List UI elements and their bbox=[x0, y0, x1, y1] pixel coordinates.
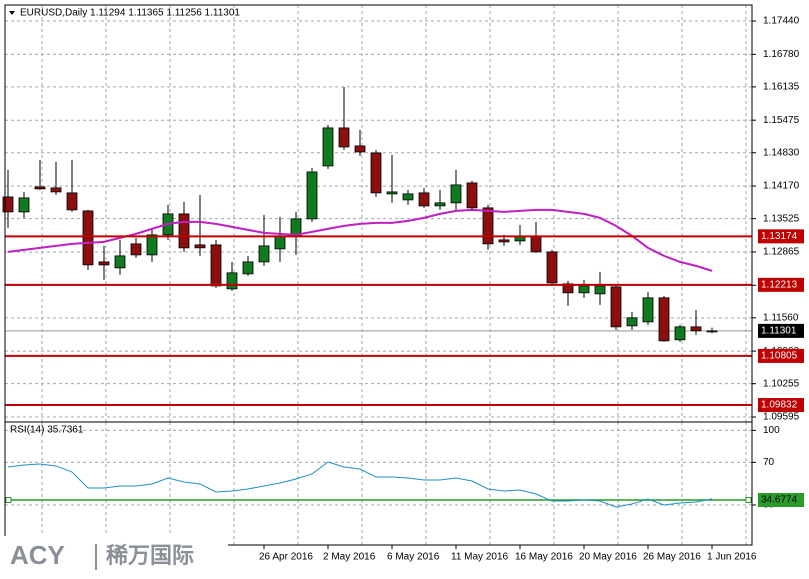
candle-body bbox=[386, 191, 398, 195]
x-tick-label: 11 May 2016 bbox=[451, 552, 509, 563]
candle-body bbox=[706, 330, 718, 333]
candle-body bbox=[2, 196, 14, 213]
level-label: 1.12213 bbox=[761, 279, 798, 290]
current-price-bg bbox=[758, 323, 804, 338]
watermark: ACY 稀万国际 bbox=[0, 536, 228, 579]
plot-frame bbox=[4, 4, 753, 546]
level-label: 1.10805 bbox=[761, 351, 798, 362]
level-label-bg bbox=[758, 229, 804, 244]
level-label-bg bbox=[758, 398, 804, 413]
y-tick-label: 1.16135 bbox=[763, 82, 800, 93]
candle-body bbox=[178, 213, 190, 249]
candle-body bbox=[658, 297, 670, 342]
candle-body bbox=[18, 197, 30, 213]
y-tick-label: 1.17440 bbox=[763, 16, 800, 27]
rsi-level-label: 34.6774 bbox=[761, 495, 798, 506]
candle-body bbox=[322, 127, 334, 167]
candle-body bbox=[50, 187, 62, 193]
candle-body bbox=[82, 210, 94, 266]
x-tick-label: 1 Jun 2016 bbox=[707, 552, 757, 563]
rsi-line bbox=[7, 461, 713, 508]
rsi-tick-label: 100 bbox=[763, 425, 780, 436]
menu-arrow[interactable] bbox=[9, 11, 15, 15]
candle-body bbox=[578, 285, 590, 294]
candle-body bbox=[498, 239, 510, 243]
x-tick-label: 6 May 2016 bbox=[387, 552, 440, 563]
candle-body bbox=[466, 182, 478, 209]
candle-body bbox=[610, 286, 622, 328]
candle-body bbox=[482, 207, 494, 245]
rsi-level-marker bbox=[5, 497, 12, 504]
candle-body bbox=[274, 235, 286, 250]
candle-body bbox=[66, 192, 78, 211]
y-tick-label: 1.15475 bbox=[763, 115, 800, 126]
candle-body bbox=[450, 184, 462, 204]
candle-body bbox=[258, 245, 270, 263]
candle-body bbox=[402, 193, 414, 201]
candle-body bbox=[338, 127, 350, 148]
x-tick-label: 26 Apr 2016 bbox=[259, 552, 313, 563]
y-tick-label: 1.11560 bbox=[763, 312, 799, 323]
chart-title: EURUSD,Daily 1.11294 1.11365 1.11256 1.1… bbox=[20, 8, 240, 19]
x-tick-label: 16 May 2016 bbox=[515, 552, 573, 563]
watermark-cn: 稀万国际 bbox=[106, 543, 194, 568]
candle-body bbox=[242, 261, 254, 275]
candle-body bbox=[114, 255, 126, 269]
level-label: 1.09832 bbox=[761, 400, 798, 411]
plot-layer: 1.17440 1.16780 1.16135 1.15475 1.14830 1.141… bbox=[2, 5, 804, 563]
candle-body bbox=[642, 297, 654, 323]
level-label-bg bbox=[758, 348, 804, 363]
candle-body bbox=[418, 192, 430, 207]
candle-body bbox=[690, 326, 702, 332]
candle-body bbox=[530, 235, 542, 253]
candle-body bbox=[594, 285, 606, 295]
y-tick-label: 1.16780 bbox=[763, 49, 800, 60]
candle-body bbox=[194, 244, 206, 249]
candle-body bbox=[146, 234, 158, 256]
y-tick-label: 1.10255 bbox=[763, 378, 800, 389]
candle-body bbox=[98, 261, 110, 266]
candle-body bbox=[130, 243, 142, 256]
candle-body bbox=[674, 326, 686, 341]
candle-body bbox=[562, 283, 574, 294]
watermark-brand: ACY bbox=[10, 540, 65, 570]
level-label: 1.13174 bbox=[761, 231, 798, 242]
y-tick-label: 1.14830 bbox=[763, 147, 800, 158]
candle-body bbox=[546, 251, 558, 284]
candle-body bbox=[226, 272, 238, 290]
candle-body bbox=[354, 145, 366, 153]
x-tick-label: 20 May 2016 bbox=[579, 552, 637, 563]
candle-body bbox=[434, 202, 446, 207]
y-tick-label: 1.09595 bbox=[763, 412, 800, 423]
x-tick-label: 26 May 2016 bbox=[643, 552, 701, 563]
y-tick-label: 1.12865 bbox=[763, 247, 800, 258]
rsi-tick-label: 70 bbox=[763, 457, 775, 468]
level-label-bg bbox=[758, 277, 804, 292]
rsi-level-label-bg bbox=[758, 493, 804, 508]
rsi-title: RSI(14) 35.7361 bbox=[10, 425, 84, 436]
current-price-label: 1.11301 bbox=[761, 326, 797, 337]
candle-body bbox=[210, 244, 222, 287]
candle-body bbox=[626, 317, 638, 327]
watermark-bg bbox=[0, 536, 228, 579]
rsi-level-marker bbox=[745, 497, 752, 504]
y-tick-label: 1.14170 bbox=[763, 181, 800, 192]
candle-body bbox=[370, 152, 382, 194]
candle-body bbox=[34, 186, 46, 190]
candle-body bbox=[306, 171, 318, 220]
y-tick-label: 1.13525 bbox=[763, 213, 800, 224]
x-tick-label: 2 May 2016 bbox=[323, 552, 376, 563]
